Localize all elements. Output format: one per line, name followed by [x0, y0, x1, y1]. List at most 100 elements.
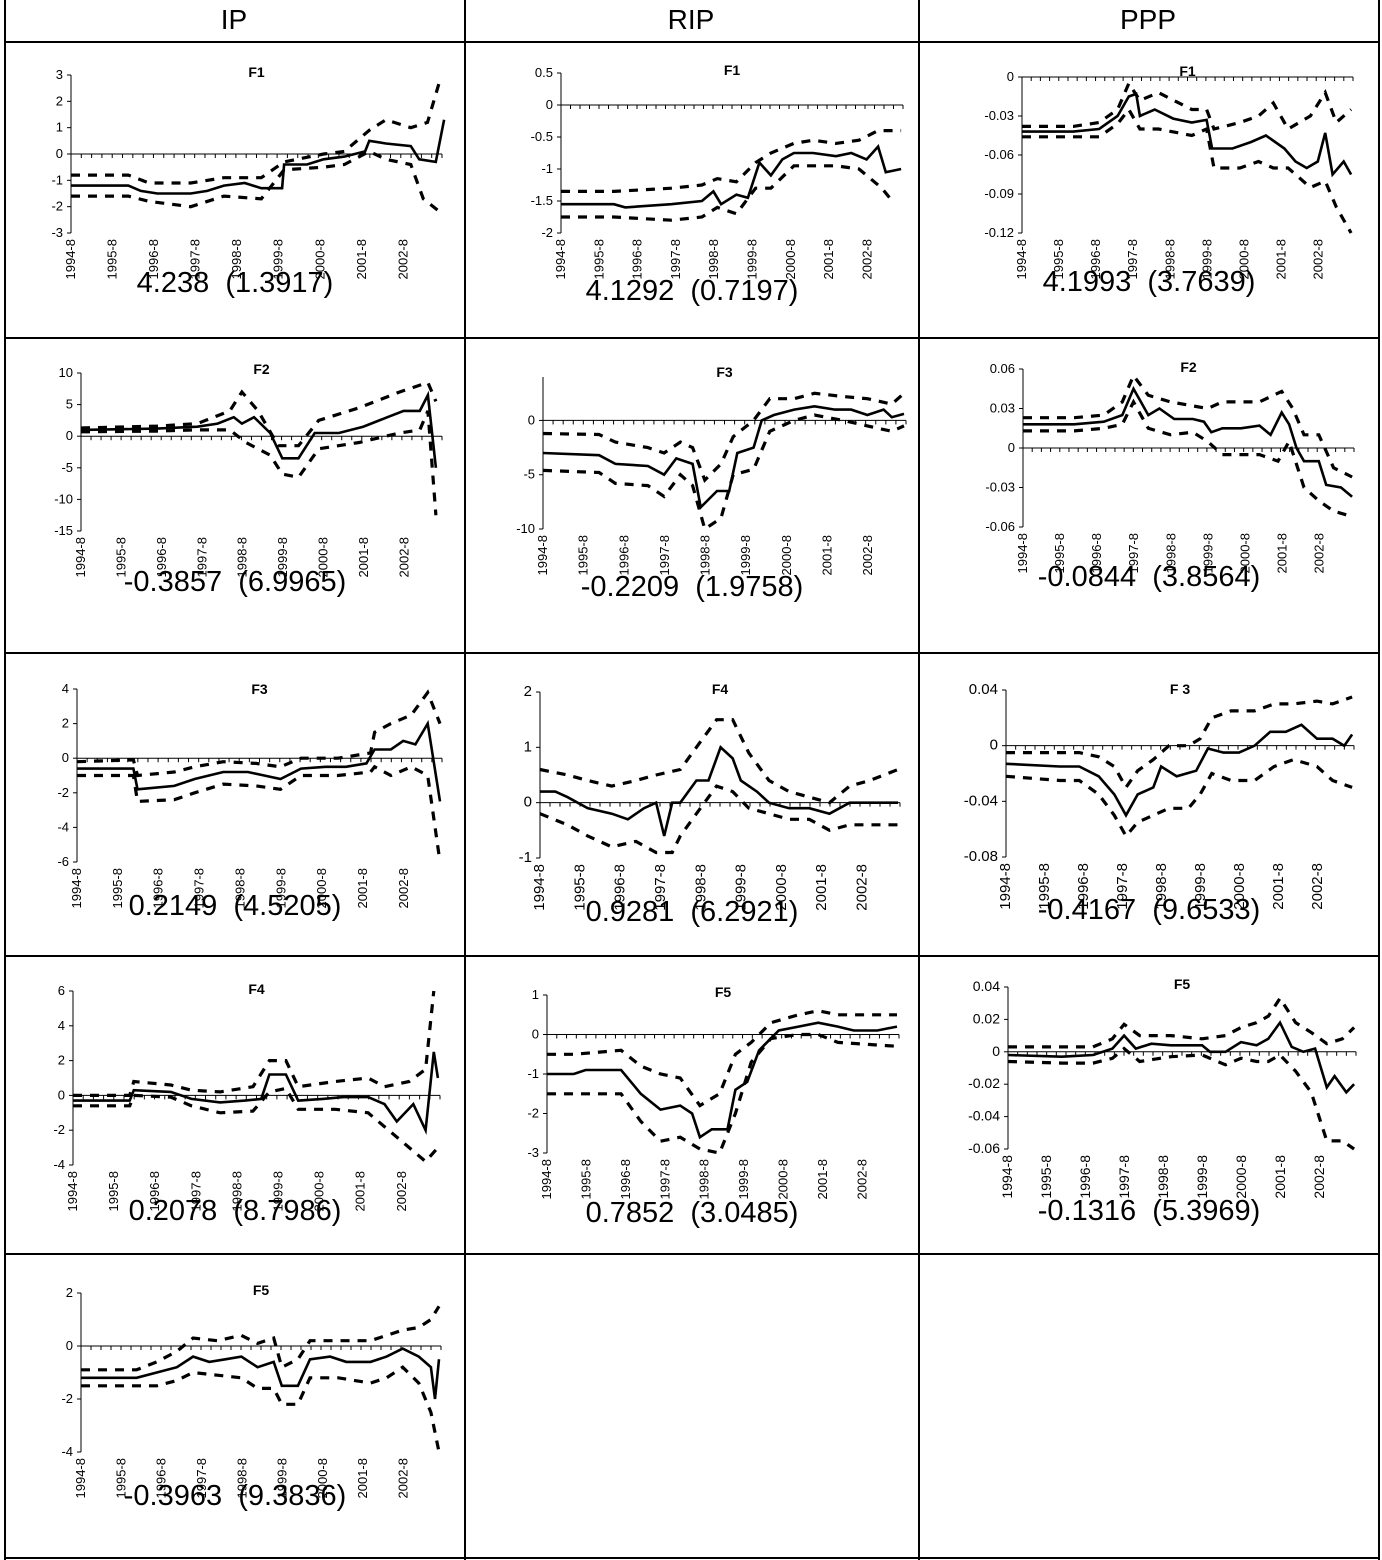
- x-tick-label: 1998-8: [234, 1458, 249, 1498]
- x-tick-label: 1996-8: [147, 1171, 162, 1211]
- x-tick-label: 2001-8: [1272, 1155, 1288, 1199]
- x-tick-label: 2000-8: [315, 1458, 330, 1498]
- y-tick-label: 4: [62, 681, 69, 696]
- x-tick-label: 1999-8: [273, 868, 288, 908]
- chart-caption: -0.3963 (9.3836): [123, 1480, 347, 1512]
- y-tick-label: -2: [57, 785, 69, 800]
- y-tick-label: 10: [59, 365, 73, 380]
- x-tick-label: 1998-8: [232, 868, 247, 908]
- x-tick-label: 2002-8: [395, 239, 410, 279]
- y-tick-label: 0: [62, 750, 69, 765]
- x-tick-label: 1996-8: [154, 537, 169, 577]
- x-tick-label: 2001-8: [820, 535, 835, 575]
- x-tick-label: 2000-8: [316, 537, 331, 577]
- x-tick-label: 1998-8: [692, 864, 709, 911]
- y-tick-label: -2: [53, 1122, 65, 1137]
- chart-ppp-f5: 0.04 0.02 0 -0.02 -0.04 -0.06 1994-8 1995-8 1996…: [920, 957, 1378, 1253]
- x-tick-label: 1998-8: [1155, 1155, 1171, 1199]
- x-tick-label: 2000-8: [314, 868, 329, 908]
- series-upper-band: [1008, 995, 1356, 1049]
- chart-title: F4: [248, 981, 265, 997]
- x-tick-label: 1995-8: [113, 537, 128, 577]
- series-lower-band: [1023, 398, 1353, 519]
- y-tick-label: -0.09: [984, 186, 1014, 201]
- y-tick-label: 0: [1008, 440, 1015, 455]
- x-tick-label: 1997-8: [1125, 239, 1140, 279]
- x-tick-label: 2000-8: [312, 239, 327, 279]
- y-tick-label: -5: [61, 460, 73, 475]
- series-upper-band: [1006, 695, 1353, 791]
- x-tick-label: 1995-8: [571, 864, 588, 911]
- table-border: [4, 955, 1380, 957]
- x-tick-label: 2001-8: [813, 864, 830, 911]
- x-tick-label: 1999-8: [733, 864, 750, 911]
- y-tick-label: -0.06: [968, 1140, 1000, 1156]
- x-tick-label: 2000-8: [1236, 239, 1251, 279]
- y-tick-label: -2: [51, 199, 63, 214]
- x-tick-label: 1997-8: [188, 239, 203, 279]
- table-border: [4, 1253, 1380, 1255]
- x-tick-label: 2002-8: [396, 1458, 411, 1498]
- x-tick-label: 1997-8: [194, 1458, 209, 1498]
- y-tick-label: -10: [54, 491, 73, 506]
- x-tick-label: 1995-8: [110, 868, 125, 908]
- chart-rip-f5: 1 0 -1 -2 -3 1994-8 1995-8 1996-8 1997-8 1998-8 19…: [466, 957, 918, 1253]
- x-tick-label: 1996-8: [630, 239, 645, 279]
- x-tick-label: 2000-8: [773, 864, 790, 911]
- x-tick-label: 1994-8: [69, 868, 84, 908]
- x-tick-label: 1999-8: [271, 239, 286, 279]
- chart-title: F2: [253, 361, 270, 377]
- y-tick-label: 1: [524, 738, 532, 755]
- x-tick-label: 1997-8: [657, 535, 672, 575]
- series-upper-band: [73, 990, 436, 1097]
- chart-title: F3: [251, 681, 268, 697]
- column-header-ip: IP: [220, 4, 248, 35]
- series-estimate-line: [77, 719, 442, 802]
- x-tick-label: 2001-8: [356, 537, 371, 577]
- series-lower-band: [71, 149, 441, 214]
- series-estimate-line: [542, 404, 905, 510]
- x-tick-label: 1999-8: [736, 1159, 751, 1199]
- x-tick-label: 2001-8: [354, 239, 369, 279]
- x-tick-label: 1995-8: [578, 1159, 593, 1199]
- chart-ppp-f3: 0.04 0 -0.04 -0.08 1994-8 1995-8 1996-8 1997-8 1…: [920, 654, 1378, 955]
- x-tick-label: 1996-8: [146, 239, 161, 279]
- x-tick-label: 1994-8: [553, 239, 568, 279]
- x-tick-label: 2001-8: [353, 1171, 368, 1211]
- chart-rip-f1: 0.5 0 -0.5 -1 -1.5 -2 1994-8 1995-8 1996-8 1997-8…: [466, 43, 918, 337]
- x-tick-label: 1997-8: [1116, 1155, 1132, 1199]
- series-lower-band: [81, 1365, 441, 1453]
- x-tick-label: 1994-8: [63, 239, 78, 279]
- chart-title: F1: [1179, 63, 1196, 79]
- chart-caption: -0.1316 (5.3969): [1037, 1195, 1261, 1227]
- y-tick-label: -2: [541, 225, 553, 240]
- y-tick-label: 2: [56, 93, 63, 108]
- x-tick-label: 2002-8: [854, 1159, 869, 1199]
- x-tick-label: 1998-8: [1162, 239, 1177, 279]
- chart-title: F1: [248, 64, 265, 80]
- chart-caption: 0.2149 (4.5205): [128, 890, 342, 922]
- y-tick-label: 2: [66, 1285, 73, 1300]
- y-tick-label: 1: [56, 120, 63, 135]
- chart-ppp-f1: 0 -0.03 -0.06 -0.09 -0.12 1994-8 1995-8 1996-8 1…: [920, 43, 1378, 337]
- x-tick-label: 1994-8: [539, 1159, 554, 1199]
- x-tick-label: 1998-8: [229, 1171, 244, 1211]
- series-estimate-line: [81, 1347, 441, 1400]
- y-tick-label: 0.04: [973, 978, 1000, 994]
- x-tick-label: 1997-8: [652, 864, 669, 911]
- x-tick-label: 1994-8: [997, 863, 1014, 910]
- series-lower-band: [1005, 757, 1353, 839]
- series-estimate-line: [71, 119, 446, 195]
- y-tick-label: 2: [58, 1053, 65, 1068]
- x-tick-label: 1999-8: [738, 535, 753, 575]
- x-tick-label: 2000-8: [1231, 863, 1248, 910]
- x-tick-label: 1997-8: [668, 239, 683, 279]
- chart-caption: -0.2209 (1.9758): [580, 571, 804, 603]
